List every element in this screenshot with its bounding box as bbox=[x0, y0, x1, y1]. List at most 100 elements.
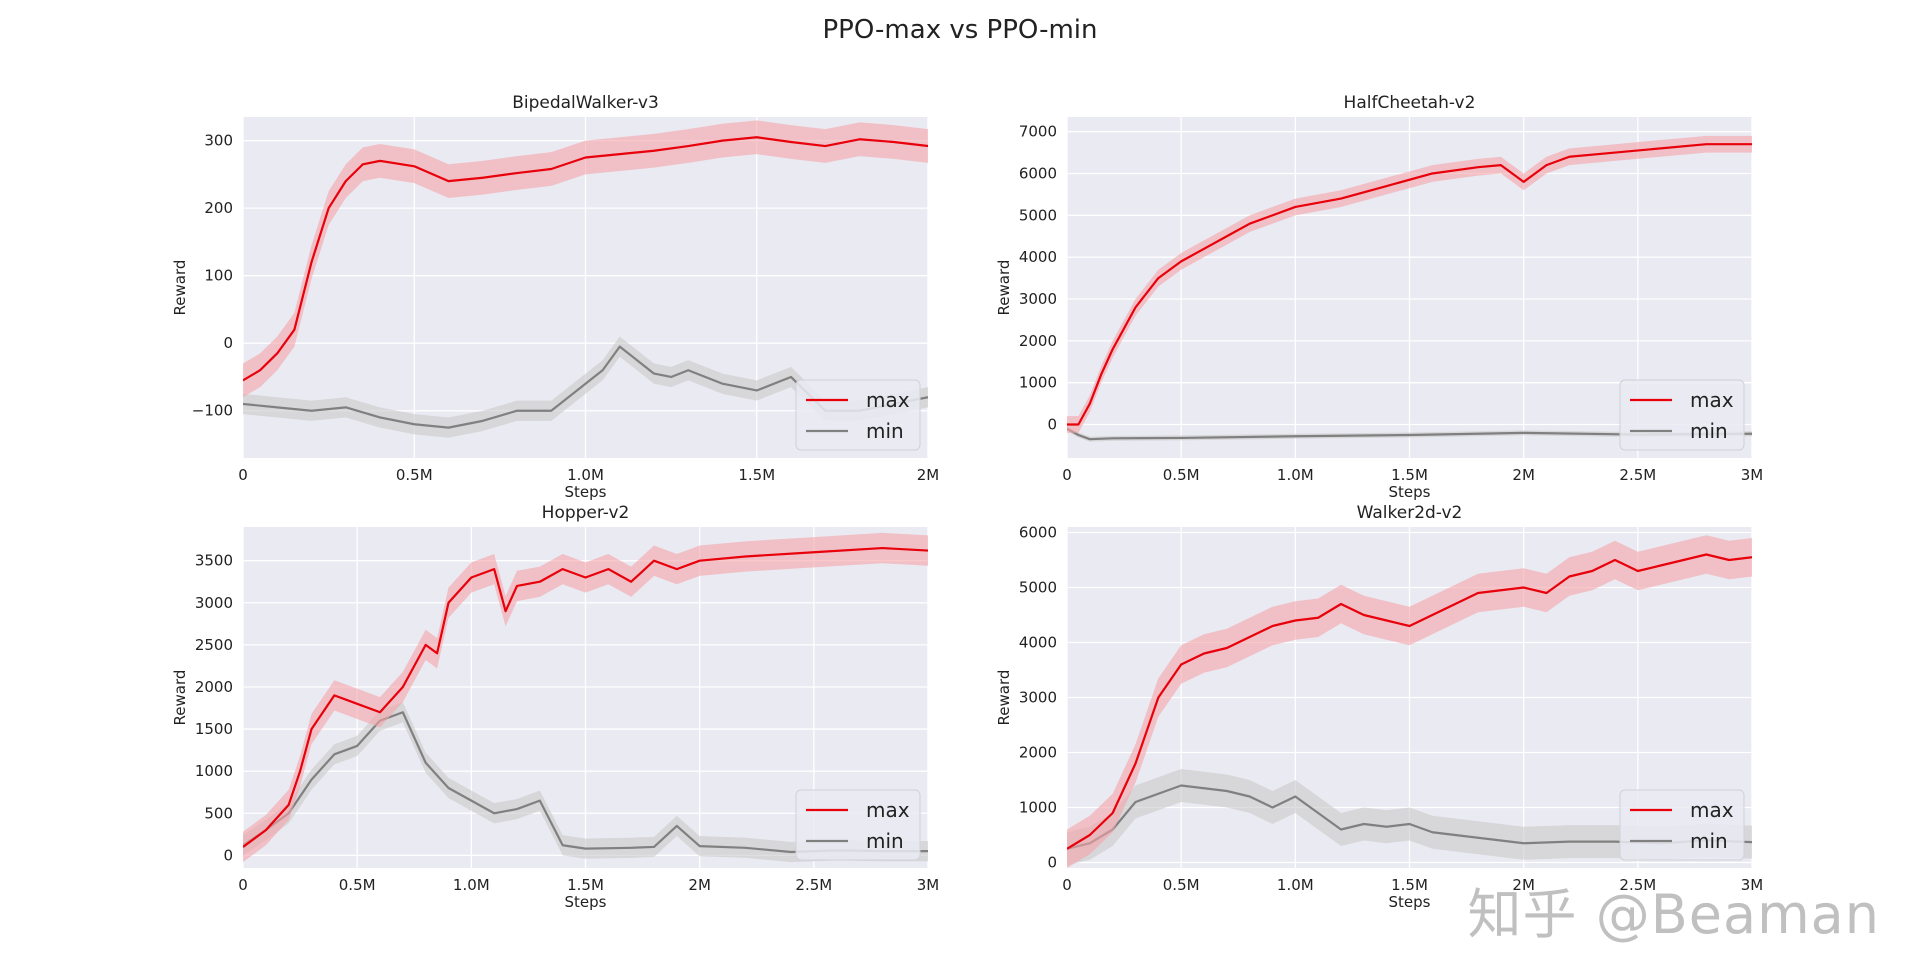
x-tick-label: 1.5M bbox=[567, 876, 604, 894]
y-tick-label: 6000 bbox=[1019, 524, 1057, 542]
y-tick-label: 3000 bbox=[1019, 689, 1057, 707]
x-tick-label: 0 bbox=[238, 466, 248, 484]
x-tick-label: 1.5M bbox=[738, 466, 775, 484]
x-tick-label: 0.5M bbox=[1163, 876, 1200, 894]
x-tick-label: 2M bbox=[1512, 466, 1535, 484]
y-tick-label: 0 bbox=[223, 846, 233, 864]
y-tick-label: 5000 bbox=[1019, 206, 1057, 224]
y-tick-label: 0 bbox=[1047, 854, 1057, 872]
y-tick-label: 7000 bbox=[1019, 123, 1057, 141]
legend-label-max: max bbox=[1690, 388, 1734, 412]
series-line-min bbox=[243, 345, 928, 429]
y-axis-label: Reward bbox=[995, 260, 1013, 316]
x-tick-label: 1.0M bbox=[1277, 466, 1314, 484]
y-tick-label: 3000 bbox=[195, 594, 233, 612]
chart-title: HalfCheetah-v2 bbox=[1344, 93, 1476, 113]
y-tick-label: 0 bbox=[223, 334, 233, 352]
y-tick-label: 2000 bbox=[1019, 332, 1057, 350]
series-line-max bbox=[243, 546, 928, 848]
x-axis-label: Steps bbox=[1389, 483, 1431, 501]
watermark-text: 知乎 @Beaman bbox=[1467, 883, 1880, 946]
x-tick-label: 1.5M bbox=[1391, 876, 1428, 894]
y-tick-label: 1000 bbox=[1019, 799, 1057, 817]
chart-title: Hopper-v2 bbox=[542, 503, 630, 523]
legend: max min bbox=[1619, 379, 1745, 451]
band-max bbox=[1067, 535, 1752, 868]
y-axis-label: Reward bbox=[171, 670, 189, 726]
legend-box bbox=[795, 379, 921, 451]
x-tick-label: 0 bbox=[1062, 466, 1072, 484]
chart-title: Walker2d-v2 bbox=[1357, 503, 1463, 523]
x-tick-label: 1.5M bbox=[1391, 466, 1428, 484]
y-tick-label: 2500 bbox=[195, 636, 233, 654]
x-tick-label: 2.5M bbox=[1619, 876, 1656, 894]
y-tick-label: 5000 bbox=[1019, 579, 1057, 597]
y-tick-label: 1000 bbox=[195, 762, 233, 780]
y-tick-label: 3000 bbox=[1019, 290, 1057, 308]
y-tick-label: 1500 bbox=[195, 720, 233, 738]
x-tick-label: 2.5M bbox=[1619, 466, 1656, 484]
y-tick-label: 200 bbox=[204, 199, 233, 217]
legend: max min bbox=[1619, 789, 1745, 861]
band-max bbox=[243, 120, 928, 398]
x-axis-label: Steps bbox=[1389, 893, 1431, 911]
x-tick-label: 1.0M bbox=[453, 876, 490, 894]
chart-panel-2: 0 0.5M 1.0M 1.5M 2M 2.5M 3M 0 1000 2000 3000 4000 50… bbox=[995, 93, 1763, 501]
chart-title: BipedalWalker-v3 bbox=[512, 93, 659, 113]
y-axis-label: Reward bbox=[995, 670, 1013, 726]
legend-box bbox=[795, 789, 921, 861]
band-min bbox=[243, 336, 928, 438]
x-tick-label: 0 bbox=[238, 876, 248, 894]
series-line-max bbox=[1067, 553, 1752, 850]
y-tick-label: 3500 bbox=[195, 552, 233, 570]
x-tick-label: 3M bbox=[917, 876, 940, 894]
legend-label-min: min bbox=[866, 829, 904, 853]
legend-label-min: min bbox=[1690, 829, 1728, 853]
y-tick-label: −100 bbox=[192, 402, 233, 420]
legend: max min bbox=[795, 379, 921, 451]
y-tick-label: 4000 bbox=[1019, 634, 1057, 652]
series-line-min bbox=[1067, 427, 1752, 441]
y-tick-label: 4000 bbox=[1019, 248, 1057, 266]
legend-label-max: max bbox=[1690, 798, 1734, 822]
y-tick-label: 2000 bbox=[1019, 744, 1057, 762]
legend-box bbox=[1619, 789, 1745, 861]
legend: max min bbox=[795, 789, 921, 861]
y-tick-label: 1000 bbox=[1019, 374, 1057, 392]
band-min bbox=[243, 702, 928, 863]
series-line-max bbox=[1067, 143, 1752, 426]
y-tick-label: 100 bbox=[204, 267, 233, 285]
x-tick-label: 2M bbox=[1512, 876, 1535, 894]
x-tick-label: 0.5M bbox=[1163, 466, 1200, 484]
legend-label-min: min bbox=[1690, 419, 1728, 443]
x-tick-label: 0 bbox=[1062, 876, 1072, 894]
y-tick-label: 500 bbox=[204, 804, 233, 822]
series-line-max bbox=[243, 136, 928, 382]
x-tick-label: 0.5M bbox=[396, 466, 433, 484]
legend-label-max: max bbox=[866, 388, 910, 412]
y-axis-label: Reward bbox=[171, 260, 189, 316]
x-tick-label: 1.0M bbox=[567, 466, 604, 484]
legend-label-max: max bbox=[866, 798, 910, 822]
x-axis-label: Steps bbox=[565, 483, 607, 501]
y-tick-label: 6000 bbox=[1019, 164, 1057, 182]
legend-box bbox=[1619, 379, 1745, 451]
legend-label-min: min bbox=[866, 419, 904, 443]
band-max bbox=[243, 532, 928, 863]
series-line-min bbox=[1067, 784, 1752, 850]
x-tick-label: 2M bbox=[917, 466, 940, 484]
chart-panel-3: 0 0.5M 1.0M 1.5M 2M 2.5M 3M 0 500 1000 1500 2000 250… bbox=[171, 503, 939, 911]
y-tick-label: 2000 bbox=[195, 678, 233, 696]
series-line-min bbox=[243, 711, 928, 854]
x-tick-label: 2.5M bbox=[795, 876, 832, 894]
chart-panel-4: 0 0.5M 1.0M 1.5M 2M 2.5M 3M 0 1000 2000 3000 4000 50… bbox=[995, 503, 1763, 911]
y-tick-label: 300 bbox=[204, 132, 233, 150]
x-tick-label: 0.5M bbox=[339, 876, 376, 894]
x-axis-label: Steps bbox=[565, 893, 607, 911]
x-tick-label: 1.0M bbox=[1277, 876, 1314, 894]
figure-title: PPO-max vs PPO-min bbox=[823, 15, 1098, 45]
x-tick-label: 2M bbox=[688, 876, 711, 894]
x-tick-label: 3M bbox=[1741, 466, 1764, 484]
chart-panel-1: 0 0.5M 1.0M 1.5M 2M −100 0 100 200 300 BipedalWalk… bbox=[171, 93, 939, 501]
